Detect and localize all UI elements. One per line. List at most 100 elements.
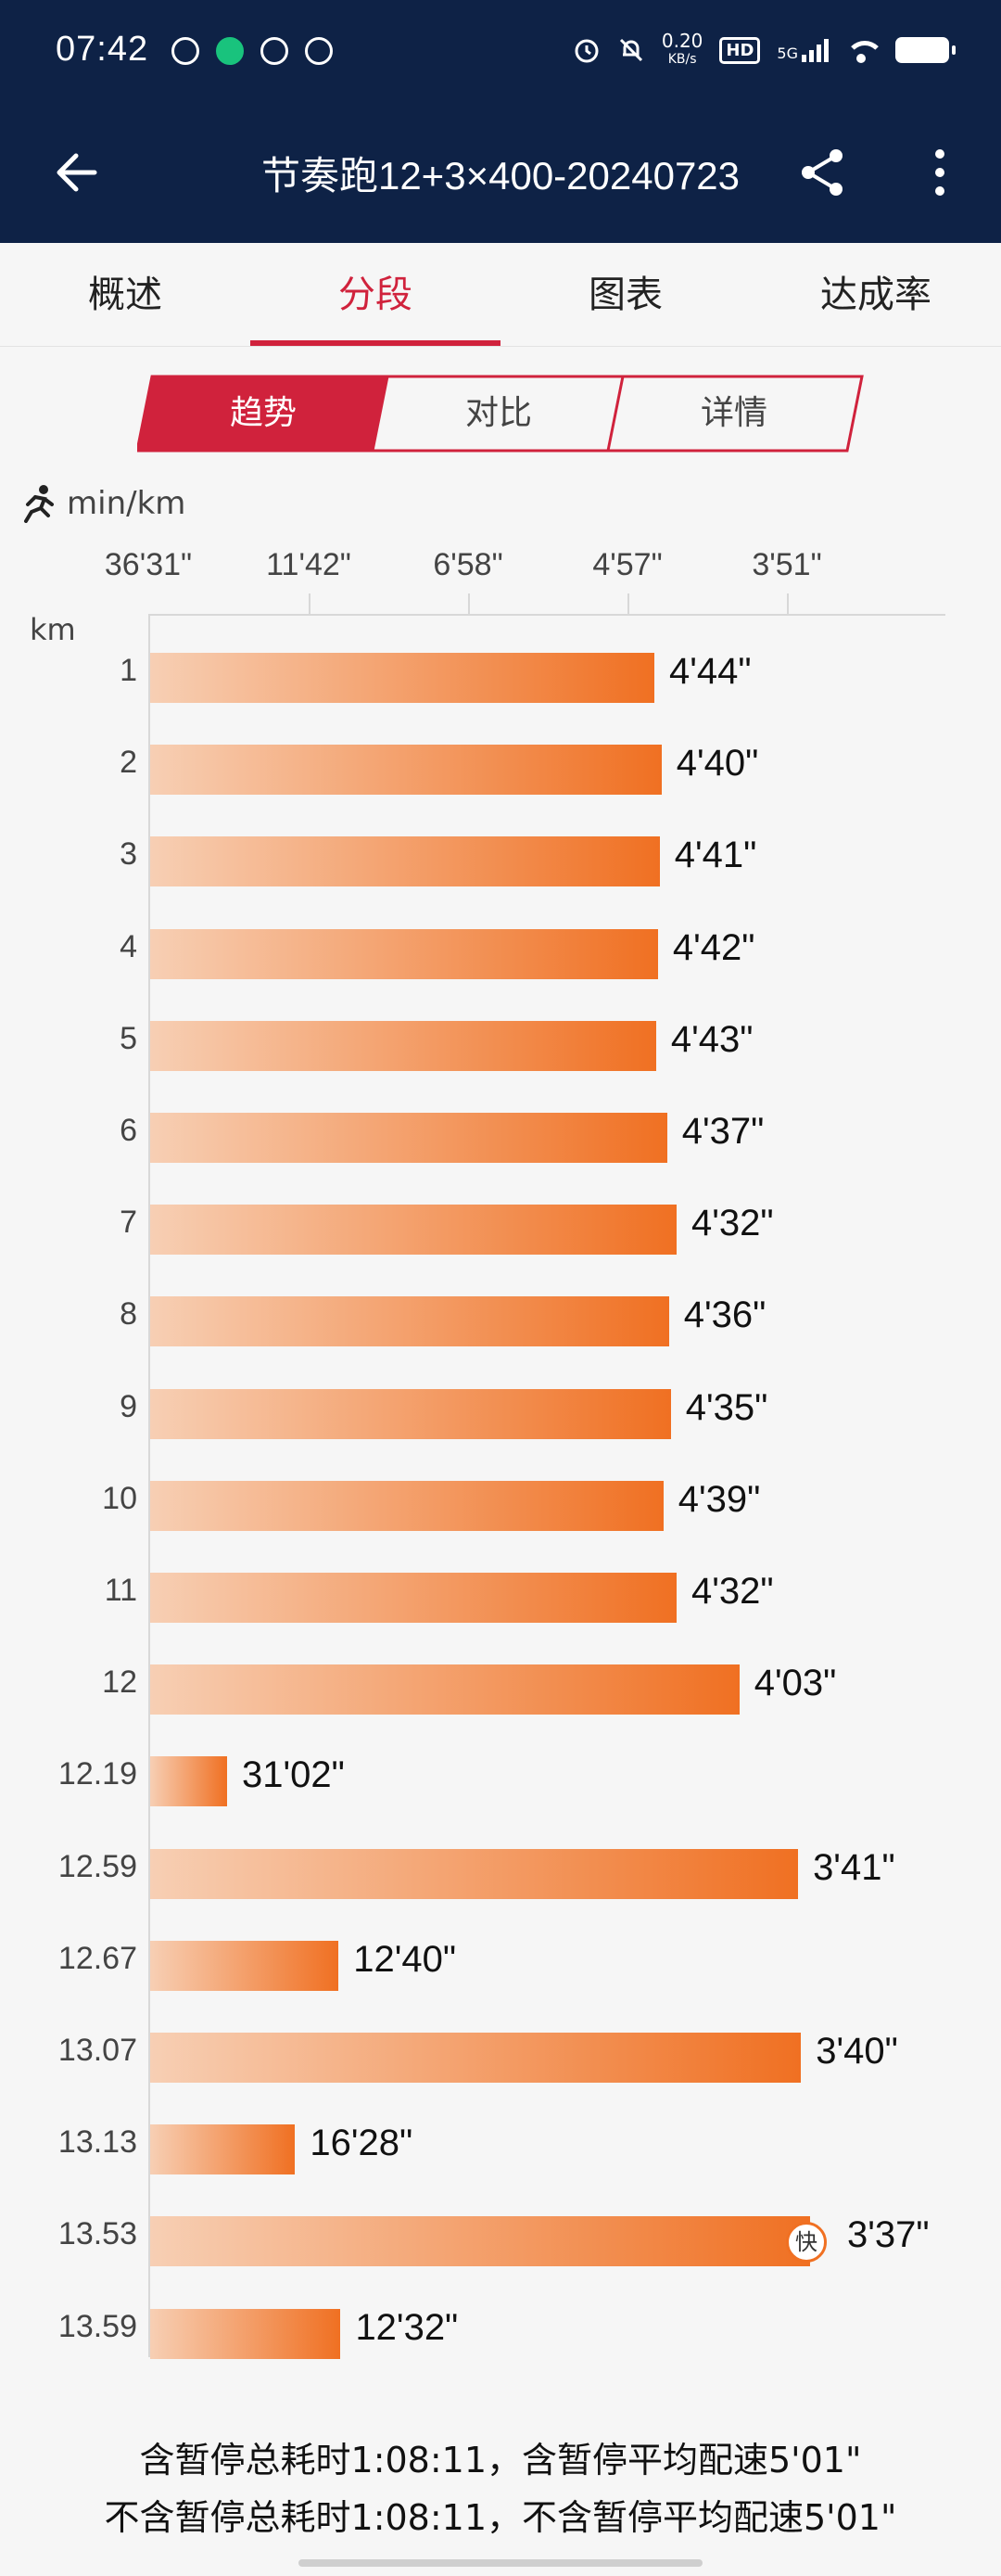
- status-time: 07:42: [56, 30, 149, 69]
- split-row: 13.53 快 3'37": [0, 2192, 1001, 2284]
- pace-value-label: 12'40": [353, 1938, 457, 1980]
- pace-bar: [150, 653, 654, 703]
- pace-value-label: 31'02": [241, 1754, 345, 1796]
- pace-value-label: 4'41": [674, 835, 757, 876]
- segment-compare[interactable]: 对比: [464, 394, 532, 432]
- x-tick-label: 11'42": [266, 547, 351, 582]
- pace-value-label: 12'32": [355, 2306, 459, 2348]
- split-km-label: 12.67: [57, 1940, 137, 1976]
- pace-value-label: 3'37": [846, 2214, 930, 2256]
- pace-bar: [150, 1113, 667, 1163]
- pace-bar: [150, 1573, 677, 1623]
- pace-bar: [150, 928, 658, 979]
- pace-value-label: 3'41": [813, 1846, 895, 1888]
- back-button[interactable]: [48, 143, 108, 202]
- app-header: 节奏跑12+3×400-20240723: [0, 109, 1001, 243]
- split-km-label: 13.53: [57, 2216, 137, 2252]
- pace-bar: [150, 1848, 799, 1899]
- notification-icons: [171, 37, 333, 65]
- split-row: 9 4'35": [0, 1365, 1001, 1457]
- pace-value-label: 4'32": [691, 1203, 774, 1244]
- x-tick-label: 4'57": [592, 547, 663, 582]
- wifi-icon: [845, 37, 879, 63]
- pace-bar: [150, 1940, 339, 1991]
- pace-value-label: 3'40": [816, 2031, 898, 2072]
- x-tick-label: 36'31": [104, 547, 193, 582]
- pace-bar: [150, 2216, 810, 2267]
- pace-bar: [150, 2308, 341, 2359]
- pace-bar: [150, 1388, 671, 1439]
- pace-value-label: 4'39": [678, 1478, 761, 1520]
- status-bar: 07:42 0.20 KB/s HD 5G: [0, 0, 1001, 109]
- share-icon[interactable]: [795, 143, 851, 202]
- hd-badge: HD: [719, 36, 761, 64]
- network-speed-unit: KB/s: [667, 52, 697, 67]
- pace-value-label: 16'28": [310, 2123, 413, 2164]
- chart-top-axis: [148, 614, 945, 616]
- split-row: 13.07 3'40": [0, 2009, 1001, 2100]
- network-type: 5G: [777, 38, 829, 62]
- pace-value-label: 4'42": [672, 926, 755, 968]
- chart-unit-row: min/km: [19, 484, 185, 523]
- segment-details[interactable]: 详情: [700, 394, 767, 432]
- pace-value-label: 4'03": [754, 1663, 837, 1704]
- split-row: 2 4'40": [0, 721, 1001, 812]
- more-menu-icon[interactable]: [918, 143, 962, 202]
- pace-value-label: 4'40": [676, 743, 759, 784]
- status-right: 0.20 KB/s HD 5G: [573, 32, 956, 69]
- pace-value-label: 4'43": [670, 1018, 754, 1060]
- split-km-label: 13.07: [57, 2033, 137, 2068]
- split-km-label: 11: [104, 1573, 137, 1608]
- sync-icon: [260, 37, 288, 65]
- row-axis-label: km: [30, 612, 76, 647]
- x-tick-mark: [627, 593, 629, 614]
- pace-bar: [150, 1205, 677, 1256]
- split-row: 10 4'39": [0, 1457, 1001, 1549]
- split-km-label: 13.13: [57, 2124, 137, 2161]
- pace-value-label: 4'35": [685, 1386, 768, 1428]
- tab-splits[interactable]: 分段: [250, 243, 500, 346]
- split-row: 1 4'44": [0, 629, 1001, 721]
- pace-bar: [150, 836, 660, 887]
- battery-icon: [895, 37, 956, 63]
- top-bar: 07:42 0.20 KB/s HD 5G 节奏跑12+3×: [0, 0, 1001, 243]
- network-type-label: 5G: [777, 45, 798, 62]
- network-speed: 0.20 KB/s: [662, 32, 703, 69]
- split-km-label: 6: [120, 1113, 137, 1148]
- split-km-label: 8: [120, 1296, 137, 1333]
- pace-bar: [150, 1296, 669, 1347]
- pace-value-label: 4'36": [683, 1294, 767, 1336]
- tab-charts[interactable]: 图表: [589, 274, 663, 316]
- alarm-icon: [575, 39, 599, 63]
- tab-overview[interactable]: 概述: [88, 274, 162, 316]
- x-tick-mark: [468, 593, 470, 614]
- split-row: 12.19 31'02": [0, 1732, 1001, 1824]
- pace-value-label: 4'37": [681, 1111, 765, 1152]
- split-row: 12.67 12'40": [0, 1917, 1001, 2009]
- x-tick-label: 6'58": [433, 547, 503, 582]
- tab-completion[interactable]: 达成率: [820, 274, 931, 316]
- runner-icon: [24, 485, 54, 523]
- x-tick-mark: [309, 593, 310, 614]
- summary-without-pause: 不含暂停总耗时1:08:11，不含暂停平均配速5'01": [104, 2497, 897, 2538]
- split-row: 12.59 3'41": [0, 1825, 1001, 1917]
- split-row: 11 4'32": [0, 1549, 1001, 1640]
- pace-bar: [150, 745, 662, 796]
- pace-chart: km 36'31" 11'42" 6'58" 4'57" 3'51" 1 4'44" 2 4'4…: [0, 529, 1001, 2383]
- summary: 含暂停总耗时1:08:11，含暂停平均配速5'01" 不含暂停总耗时1:08:1…: [0, 2431, 1001, 2546]
- split-km-label: 9: [120, 1388, 137, 1424]
- split-row: 5 4'43": [0, 997, 1001, 1089]
- split-km-label: 13.59: [57, 2308, 137, 2344]
- pace-bar: [150, 1756, 227, 1807]
- wechat-icon: [171, 37, 199, 65]
- split-row: 13.13 16'28": [0, 2100, 1001, 2192]
- split-km-label: 4: [120, 928, 137, 964]
- segment-trend[interactable]: 趋势: [229, 394, 297, 432]
- pace-bar: [150, 2033, 802, 2083]
- split-km-label: 5: [120, 1020, 137, 1056]
- chart-unit: min/km: [67, 485, 186, 522]
- page-title: 节奏跑12+3×400-20240723: [260, 154, 741, 198]
- split-row: 8 4'36": [0, 1272, 1001, 1364]
- split-km-label: 1: [120, 653, 137, 688]
- split-row: 13.59 12'32": [0, 2285, 1001, 2377]
